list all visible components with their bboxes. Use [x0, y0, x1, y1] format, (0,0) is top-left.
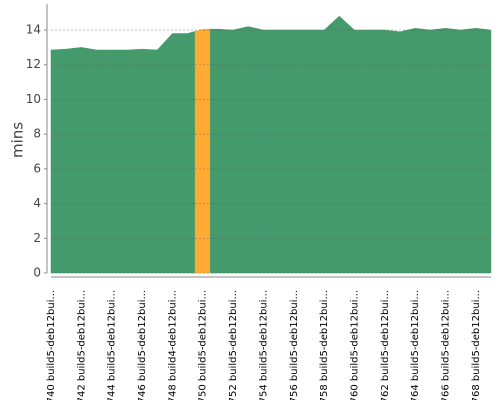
y-tick-label: 12 — [26, 57, 41, 71]
area-band — [301, 29, 317, 274]
x-tick-label: #752 build5-deb12bui... — [228, 290, 239, 400]
x-tick-label: #762 build5-deb12bui... — [380, 290, 391, 400]
x-tick-label: #748 build4-deb12bui... — [167, 290, 178, 400]
area-band — [194, 28, 211, 274]
x-tick-label: #740 build5-deb12bui... — [46, 290, 57, 400]
area-band — [240, 26, 257, 274]
area-band — [452, 28, 469, 274]
area-band — [392, 29, 408, 274]
area-band — [483, 28, 492, 274]
area-band — [134, 48, 150, 274]
y-tick-label: 6 — [33, 161, 41, 175]
area-band — [73, 47, 90, 274]
x-tick-label: #742 build5-deb12bui... — [76, 290, 87, 400]
area-band — [285, 29, 302, 274]
y-tick-label: 14 — [26, 23, 41, 37]
area-band — [316, 22, 332, 274]
area-band — [437, 28, 454, 274]
area-band — [225, 27, 241, 274]
x-tick-label: #744 build5-deb12bui... — [107, 290, 118, 400]
x-tick-label: #768 build5-deb12bui... — [471, 290, 482, 400]
x-tick-label: #764 build5-deb12bui... — [410, 290, 421, 400]
area-band — [270, 29, 287, 274]
y-tick-label: 2 — [33, 231, 41, 245]
x-tick-label: #756 build5-deb12bui... — [289, 290, 300, 400]
area-band — [210, 28, 226, 274]
area-band — [119, 49, 135, 274]
area-band — [179, 31, 196, 274]
x-tick-label: #760 build5-deb12bui... — [349, 290, 360, 400]
area-band — [88, 48, 105, 274]
x-tick-label: #754 build5-deb12bui... — [258, 290, 269, 400]
area-band — [331, 15, 348, 274]
y-tick-label: 0 — [33, 266, 41, 280]
area-band — [164, 33, 181, 274]
area-band — [346, 22, 363, 274]
area-band — [50, 49, 59, 274]
y-tick-label: 10 — [26, 92, 41, 106]
y-axis-label: mins — [9, 122, 27, 158]
area-band — [361, 29, 378, 274]
y-tick-label: 4 — [33, 196, 41, 210]
area-band — [103, 49, 120, 274]
y-tick-label: 8 — [33, 127, 41, 141]
x-tick-label: #746 build5-deb12bui... — [137, 290, 148, 400]
area-band — [58, 47, 75, 274]
x-tick-label: #750 build5-deb12bui... — [198, 290, 209, 400]
area-band — [376, 29, 393, 274]
area-band — [422, 28, 439, 274]
x-tick-label: #766 build5-deb12bui... — [440, 290, 451, 400]
x-tick-label: #758 build5-deb12bui... — [319, 290, 330, 400]
